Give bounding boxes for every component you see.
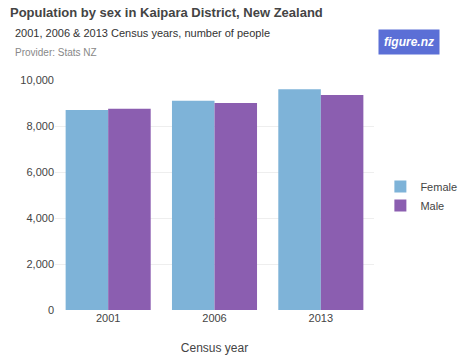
svg-text:Female: Female [420, 181, 457, 193]
svg-text:Male: Male [420, 200, 444, 212]
svg-text:4,000: 4,000 [26, 212, 54, 224]
svg-text:6,000: 6,000 [26, 166, 54, 178]
svg-text:2,000: 2,000 [26, 258, 54, 270]
svg-text:0: 0 [48, 304, 54, 316]
svg-text:2006: 2006 [202, 312, 226, 324]
svg-text:Provider: Stats NZ: Provider: Stats NZ [15, 47, 97, 58]
svg-text:2001: 2001 [96, 312, 120, 324]
svg-text:Population by sex in Kaipara D: Population by sex in Kaipara District, N… [10, 5, 323, 20]
svg-text:2013: 2013 [309, 312, 333, 324]
svg-text:2001, 2006 & 2013 Census years: 2001, 2006 & 2013 Census years, number o… [15, 27, 270, 39]
svg-text:figure.nz: figure.nz [384, 35, 434, 49]
svg-text:10,000: 10,000 [20, 74, 54, 86]
svg-text:Census year: Census year [181, 341, 248, 355]
svg-text:8,000: 8,000 [26, 120, 54, 132]
